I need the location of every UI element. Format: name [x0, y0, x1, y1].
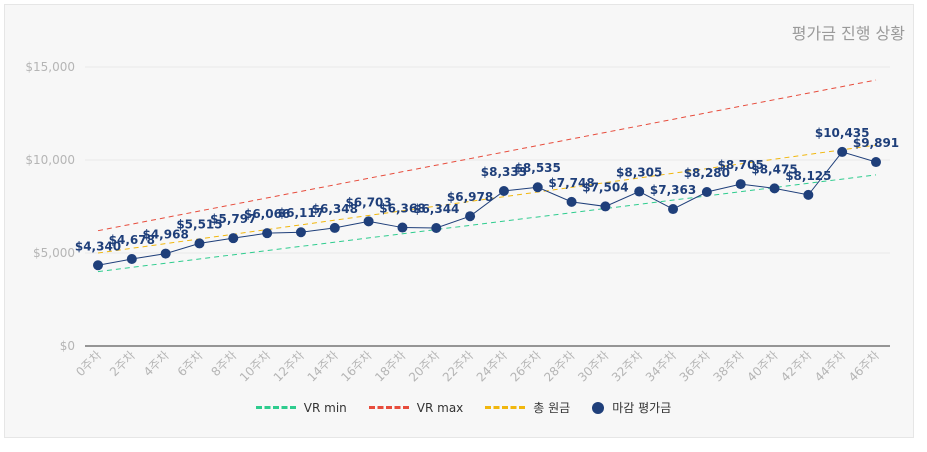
legend: VR min VR max 총 원금 마감 평가금	[0, 399, 927, 416]
chart-title: 평가금 진행 상황	[791, 24, 905, 43]
data-point	[329, 222, 340, 233]
data-label: $6,703	[345, 195, 391, 209]
x-tick-label: 30주차	[575, 348, 611, 384]
data-label: $8,475	[751, 162, 797, 176]
data-label: $8,535	[515, 161, 561, 175]
data-label: $6,344	[413, 202, 459, 216]
x-tick-label: 0주차	[73, 348, 104, 379]
data-point	[93, 260, 103, 271]
x-tick-label: 28주차	[541, 348, 577, 384]
data-point	[228, 233, 239, 244]
x-tick-label: 42주차	[778, 348, 814, 384]
data-point	[600, 201, 611, 212]
x-tick-label: 26주차	[508, 348, 544, 384]
x-tick-label: 38주차	[711, 348, 747, 384]
legend-item-closing-value[interactable]: 마감 평가금	[592, 399, 671, 416]
x-tick-label: 46주차	[846, 348, 882, 384]
x-tick-label: 24주차	[474, 348, 510, 384]
series-line-vr-min	[97, 174, 877, 273]
data-label: $5,797	[210, 212, 256, 226]
data-point	[498, 186, 509, 197]
data-label: $10,435	[815, 126, 870, 140]
data-label: $8,705	[718, 158, 764, 172]
data-label: $7,748	[548, 176, 594, 190]
data-label: $8,125	[785, 169, 831, 183]
data-point	[871, 157, 881, 168]
legend-swatch-vr-max	[368, 406, 409, 409]
data-label: $6,117	[278, 206, 324, 220]
data-point	[532, 182, 543, 193]
legend-swatch-closing-value	[592, 401, 605, 414]
series-line-principal	[97, 144, 877, 254]
x-tick-label: 36주차	[677, 348, 713, 384]
data-point	[397, 222, 408, 233]
x-tick-label: 20주차	[406, 348, 442, 384]
legend-label: VR max	[416, 400, 464, 415]
x-tick-label: 10주차	[237, 348, 273, 384]
x-tick-label: 18주차	[372, 348, 408, 384]
legend-item-vr-max[interactable]: VR max	[368, 399, 464, 416]
legend-swatch-vr-min	[255, 406, 296, 409]
x-tick-label: 4주차	[141, 348, 172, 379]
y-tick-label: $10,000	[25, 153, 75, 167]
data-point	[465, 211, 476, 222]
x-tick-label: 14주차	[305, 348, 341, 384]
x-tick-label: 32주차	[609, 348, 645, 384]
data-label: $4,968	[142, 228, 188, 242]
data-point	[735, 179, 746, 190]
data-point	[160, 248, 171, 259]
data-point	[769, 183, 780, 194]
legend-label: 마감 평가금	[612, 401, 672, 415]
legend-swatch-principal	[485, 406, 526, 409]
data-point	[634, 186, 645, 197]
data-point	[701, 186, 712, 197]
series-line-closing-value	[97, 151, 877, 266]
legend-item-vr-min[interactable]: VR min	[255, 399, 347, 416]
series-line-vr-max	[97, 79, 877, 232]
x-tick-label: 34주차	[643, 348, 679, 384]
y-tick-label: $0	[60, 339, 75, 353]
data-point	[668, 204, 679, 215]
data-label: $8,280	[684, 166, 730, 180]
data-label: $6,368	[379, 202, 425, 216]
data-label: $8,333	[481, 165, 527, 179]
data-label: $4,340	[75, 239, 121, 253]
data-label: $4,678	[109, 233, 155, 247]
x-tick-label: 8주차	[209, 348, 240, 379]
data-point	[295, 227, 306, 238]
data-point	[363, 216, 374, 227]
data-label: $8,305	[616, 166, 662, 180]
x-tick-label: 22주차	[440, 348, 476, 384]
data-label: $6,978	[447, 190, 493, 204]
x-tick-label: 6주차	[175, 348, 206, 379]
legend-item-principal[interactable]: 총 원금	[485, 399, 570, 416]
x-tick-label: 44주차	[812, 348, 848, 384]
x-tick-label: 40주차	[744, 348, 780, 384]
x-tick-label: 2주차	[107, 348, 138, 379]
data-point	[431, 223, 442, 234]
data-label: $6,066	[244, 207, 290, 221]
data-label: $6,348	[312, 202, 358, 216]
chart-card	[4, 4, 914, 438]
legend-label: VR min	[303, 400, 347, 415]
x-tick-label: 16주차	[338, 348, 374, 384]
data-point	[194, 238, 205, 249]
data-point	[837, 146, 848, 157]
data-point	[803, 189, 814, 200]
y-tick-label: $5,000	[33, 246, 75, 260]
data-point	[262, 228, 273, 239]
data-label: $7,504	[582, 180, 628, 194]
legend-label: 총 원금	[533, 401, 571, 415]
x-tick-label: 12주차	[271, 348, 307, 384]
data-label: $5,515	[176, 217, 222, 231]
data-label: $9,891	[853, 136, 899, 150]
data-label: $7,363	[650, 183, 696, 197]
y-tick-label: $15,000	[25, 60, 75, 74]
data-point	[566, 196, 577, 207]
data-point	[126, 253, 137, 264]
